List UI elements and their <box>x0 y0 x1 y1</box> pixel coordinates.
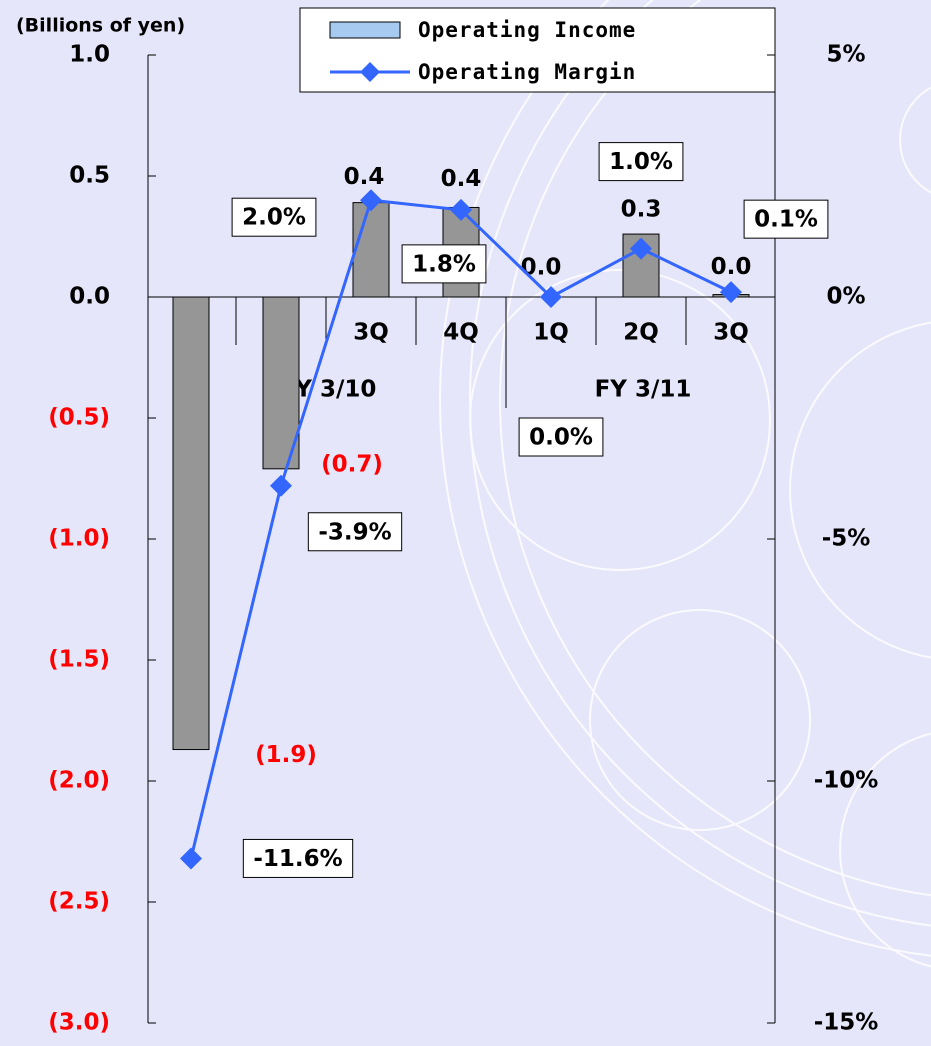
y-tick-label: (2.0) <box>48 768 110 794</box>
group-label: FY 3/11 <box>595 377 692 403</box>
legend-label: Operating Income <box>418 18 636 42</box>
marker <box>540 286 562 308</box>
marker <box>720 281 742 304</box>
y-tick-label: (2.5) <box>48 889 110 915</box>
label-box <box>518 417 604 457</box>
y-tick-label: 0.0 <box>69 284 110 310</box>
label-box <box>231 197 317 237</box>
bar-value-label: 0.0 <box>711 254 752 280</box>
x-tick-label: 3Q <box>713 320 749 346</box>
y-tick-label: (1.5) <box>48 647 110 673</box>
margin-value-label: 1.8% <box>412 251 476 277</box>
y2-tick-label: 5% <box>826 42 865 68</box>
y-tick-label: (0.5) <box>48 405 110 431</box>
margin-label: 2.0% <box>231 197 317 237</box>
legend-label: Operating Margin <box>418 60 636 84</box>
marker <box>630 237 652 260</box>
x-tick-label: 4Q <box>443 320 479 346</box>
margin-label: 1.8% <box>401 244 487 284</box>
marker <box>360 189 382 212</box>
margin-value-label: -3.9% <box>318 519 391 545</box>
bar-value-label: (0.7) <box>321 451 383 477</box>
margin-value-label: 0.0% <box>529 425 593 451</box>
margin-label: 1.0% <box>598 142 684 182</box>
margin-value-label: -11.6% <box>253 846 342 872</box>
marker <box>180 847 202 870</box>
label-box <box>743 199 829 239</box>
x-tick-label: 2Q <box>623 320 659 346</box>
x-tick-label: 3Q <box>353 320 389 346</box>
bar-value-label: (1.9) <box>255 742 317 768</box>
bar <box>352 202 390 298</box>
bar-value-label: 0.4 <box>344 164 385 190</box>
margin-label: -3.9% <box>307 512 403 552</box>
y-tick-label: 1.0 <box>69 42 110 68</box>
margin-value-label: 0.1% <box>754 207 818 233</box>
legend: Operating Income Operating Margin <box>299 7 776 93</box>
y-tick-label: (3.0) <box>48 1010 110 1036</box>
y2-tick-label: -10% <box>814 768 879 794</box>
legend-marker <box>360 62 380 82</box>
y2-tick-label: 0% <box>826 284 865 310</box>
label-box <box>401 244 487 284</box>
y2-tick-label: -15% <box>814 1010 879 1036</box>
y-tick-label: 0.5 <box>69 163 110 189</box>
y-tick-label: (1.0) <box>48 526 110 552</box>
y-axis-label: (Billions of yen) <box>16 15 185 37</box>
bar <box>262 296 300 470</box>
bar-value-label: 0.3 <box>621 197 662 223</box>
bar-value-label: 0.4 <box>441 166 482 192</box>
margin-value-label: 2.0% <box>242 205 306 231</box>
decoration <box>439 0 931 968</box>
x-tick-label: 1Q <box>533 320 569 346</box>
marker <box>450 198 472 221</box>
margin-value-label: 1.0% <box>609 149 673 175</box>
margin-label: -11.6% <box>242 838 354 878</box>
bar <box>172 296 210 751</box>
label-box <box>307 512 403 552</box>
marker <box>270 474 292 497</box>
label-box <box>242 838 354 878</box>
legend-swatch <box>329 21 401 39</box>
label-box <box>598 142 684 182</box>
y2-tick-label: -5% <box>822 526 871 552</box>
bar-value-label: 0.0 <box>521 255 562 281</box>
margin-label: 0.1% <box>743 199 829 239</box>
margin-label: 0.0% <box>518 417 604 457</box>
